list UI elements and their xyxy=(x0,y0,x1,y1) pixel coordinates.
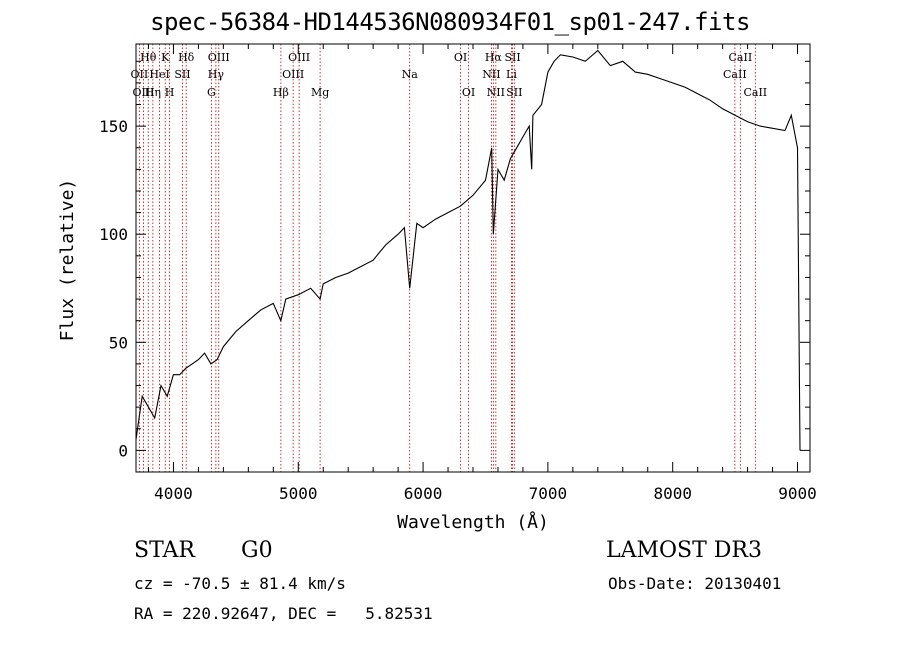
chart-title: spec-56384-HD144536N080934F01_sp01-247.f… xyxy=(150,8,750,36)
y-tick-label-1: 50 xyxy=(109,333,128,352)
spectral-line-label-23: Li xyxy=(506,68,517,81)
survey-name: LAMOST DR3 xyxy=(606,538,762,563)
spectral-line-label-24: SII xyxy=(506,86,522,99)
y-tick-label-0: 0 xyxy=(118,441,128,460)
spectrum-line xyxy=(135,49,801,451)
spectral-line-label-21: NII xyxy=(487,86,505,99)
spectral-line-label-16: Na xyxy=(402,68,419,81)
spectral-line-label-13: OIII xyxy=(282,68,304,81)
x-tick-label-4: 8000 xyxy=(653,484,692,503)
spectral-lines-layer xyxy=(138,44,756,472)
redshift-info: cz = -70.5 ± 81.4 km/s xyxy=(134,574,346,593)
spectral-line-label-19: Hα xyxy=(485,51,503,64)
coordinates: RA = 220.92647, DEC = 5.82531 xyxy=(134,604,433,623)
spectral-line-label-22: SII xyxy=(504,51,520,64)
plot-frame xyxy=(135,43,811,473)
axes-layer: 4000 5000 6000 7000 8000 9000 0 50 100 150 xyxy=(99,44,817,503)
spectral-line-label-10: Hγ xyxy=(208,68,225,81)
spectral-line-label-9: OIII xyxy=(208,51,230,64)
spectral-line-label-14: Hβ xyxy=(273,86,289,99)
spectral-line-label-0: Hθ xyxy=(140,51,157,64)
x-tick-label-2: 6000 xyxy=(404,484,443,503)
spectral-line-label-15: Mg xyxy=(311,86,329,99)
spectral-line-label-4: HeI xyxy=(149,68,169,81)
spectral-line-label-17: OI xyxy=(454,51,467,64)
spectral-line-label-25: CaII xyxy=(729,51,753,64)
spectral-line-label-6: SII xyxy=(174,68,190,81)
spectral-line-label-11: G xyxy=(207,86,216,99)
x-tick-label-0: 4000 xyxy=(154,484,193,503)
spectral-line-label-26: CaII xyxy=(723,68,747,81)
spectrum-series-layer xyxy=(135,49,801,451)
line-labels-layer: Hθ OII OIII K HeI Hη SII H Hδ OIII Hγ G OIII OIII Hβ Mg… xyxy=(131,51,768,99)
x-axis-label: Wavelength (Å) xyxy=(397,511,549,533)
object-subclass: G0 xyxy=(241,538,273,563)
y-axis-label: Flux (relative) xyxy=(57,179,78,342)
spectral-line-label-5: Hη xyxy=(145,86,161,99)
spectral-line-label-20: NII xyxy=(482,68,500,81)
spectral-line-label-2: OIII xyxy=(132,86,154,99)
spectral-line-label-7: H xyxy=(165,86,175,99)
object-class: STAR xyxy=(134,538,195,563)
x-tick-label-1: 5000 xyxy=(279,484,318,503)
x-tick-label-3: 7000 xyxy=(529,484,568,503)
spectral-line-label-1: OII xyxy=(131,68,149,81)
observation-date: Obs-Date: 20130401 xyxy=(608,574,782,593)
y-tick-label-3: 150 xyxy=(99,117,128,136)
spectral-line-label-18: OI xyxy=(462,86,475,99)
x-tick-label-5: 9000 xyxy=(778,484,817,503)
spectral-line-label-12: OIII xyxy=(288,51,310,64)
spectral-line-label-27: CaII xyxy=(743,86,767,99)
y-tick-label-2: 100 xyxy=(99,225,128,244)
spectral-line-label-3: K xyxy=(161,51,170,64)
spectral-line-label-8: Hδ xyxy=(178,51,195,64)
